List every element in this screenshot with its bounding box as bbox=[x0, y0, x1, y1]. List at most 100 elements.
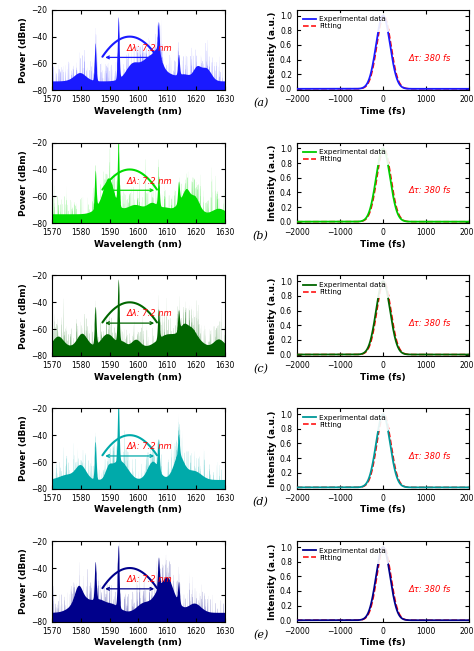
Experimental data bbox=[374, 306, 379, 314]
Fitting bbox=[430, 85, 436, 92]
Experimental data bbox=[303, 616, 309, 624]
Text: (e): (e) bbox=[253, 630, 268, 640]
Fitting bbox=[378, 551, 383, 559]
Legend: Experimental data, Fitting: Experimental data, Fitting bbox=[301, 279, 389, 298]
Fitting bbox=[381, 12, 387, 20]
Experimental data bbox=[303, 218, 309, 226]
Y-axis label: Power (dBm): Power (dBm) bbox=[19, 416, 28, 482]
Experimental data bbox=[430, 85, 436, 92]
Line: Experimental data: Experimental data bbox=[297, 16, 469, 89]
Text: (b): (b) bbox=[253, 231, 269, 242]
Fitting bbox=[466, 616, 472, 624]
Text: Δλ: 7.2 nm: Δλ: 7.2 nm bbox=[127, 575, 173, 584]
Fitting bbox=[461, 85, 467, 92]
Experimental data bbox=[430, 218, 436, 226]
Fitting bbox=[303, 218, 309, 226]
Fitting bbox=[374, 179, 379, 187]
Experimental data bbox=[294, 351, 300, 359]
Fitting bbox=[374, 577, 379, 585]
Text: Δτ: 380 fs: Δτ: 380 fs bbox=[409, 186, 451, 195]
Text: Δτ: 380 fs: Δτ: 380 fs bbox=[409, 53, 451, 62]
Experimental data bbox=[303, 85, 309, 92]
Fitting bbox=[303, 351, 309, 359]
Experimental data bbox=[378, 282, 383, 290]
Text: Δλ: 7.2 nm: Δλ: 7.2 nm bbox=[127, 176, 173, 186]
Fitting bbox=[462, 484, 467, 492]
Fitting bbox=[381, 145, 387, 152]
X-axis label: Wavelength (nm): Wavelength (nm) bbox=[94, 639, 182, 647]
Line: Fitting: Fitting bbox=[297, 414, 469, 488]
Fitting bbox=[462, 85, 467, 92]
X-axis label: Wavelength (nm): Wavelength (nm) bbox=[94, 505, 182, 514]
Fitting bbox=[462, 218, 467, 226]
Fitting bbox=[378, 20, 383, 27]
Text: Δτ: 380 fs: Δτ: 380 fs bbox=[409, 319, 451, 328]
Fitting bbox=[466, 218, 472, 226]
Line: Experimental data: Experimental data bbox=[297, 148, 469, 222]
Experimental data bbox=[380, 410, 386, 418]
Fitting bbox=[378, 152, 383, 160]
Line: Fitting: Fitting bbox=[297, 547, 469, 620]
Text: (a): (a) bbox=[253, 98, 268, 109]
Legend: Experimental data, Fitting: Experimental data, Fitting bbox=[301, 545, 389, 564]
Experimental data bbox=[378, 547, 383, 555]
Y-axis label: Intensity (a.u.): Intensity (a.u.) bbox=[268, 277, 277, 354]
Fitting bbox=[374, 312, 379, 320]
Y-axis label: Intensity (a.u.): Intensity (a.u.) bbox=[268, 410, 277, 487]
Legend: Experimental data, Fitting: Experimental data, Fitting bbox=[301, 146, 389, 165]
X-axis label: Wavelength (nm): Wavelength (nm) bbox=[94, 372, 182, 381]
Experimental data bbox=[294, 616, 300, 624]
Fitting bbox=[461, 351, 467, 359]
Fitting bbox=[466, 484, 472, 492]
Fitting bbox=[461, 218, 467, 226]
Experimental data bbox=[461, 484, 467, 492]
Line: Experimental data: Experimental data bbox=[297, 414, 469, 488]
X-axis label: Time (fs): Time (fs) bbox=[360, 372, 406, 381]
Text: Δλ: 7.2 nm: Δλ: 7.2 nm bbox=[127, 442, 173, 451]
Fitting bbox=[374, 445, 379, 452]
Fitting bbox=[430, 218, 436, 226]
Experimental data bbox=[374, 40, 379, 48]
Experimental data bbox=[374, 572, 379, 579]
Fitting bbox=[294, 351, 300, 359]
Y-axis label: Power (dBm): Power (dBm) bbox=[19, 549, 28, 615]
Text: (d): (d) bbox=[253, 497, 269, 507]
X-axis label: Time (fs): Time (fs) bbox=[360, 240, 406, 249]
Experimental data bbox=[380, 145, 386, 152]
Experimental data bbox=[294, 484, 300, 492]
Fitting bbox=[381, 543, 387, 551]
Experimental data bbox=[462, 218, 467, 226]
Fitting bbox=[294, 616, 300, 624]
Experimental data bbox=[374, 173, 379, 181]
Line: Fitting: Fitting bbox=[297, 148, 469, 222]
Fitting bbox=[303, 85, 309, 92]
Fitting bbox=[430, 484, 436, 492]
Experimental data bbox=[466, 351, 472, 359]
Line: Fitting: Fitting bbox=[297, 281, 469, 355]
Text: Δλ: 7.2 nm: Δλ: 7.2 nm bbox=[127, 44, 173, 53]
Y-axis label: Power (dBm): Power (dBm) bbox=[19, 17, 28, 83]
Experimental data bbox=[430, 484, 436, 492]
X-axis label: Time (fs): Time (fs) bbox=[360, 107, 406, 116]
Fitting bbox=[466, 85, 472, 92]
Fitting bbox=[430, 351, 436, 359]
Y-axis label: Power (dBm): Power (dBm) bbox=[19, 283, 28, 348]
Experimental data bbox=[380, 277, 386, 285]
Experimental data bbox=[466, 218, 472, 226]
Fitting bbox=[303, 616, 309, 624]
Experimental data bbox=[294, 85, 300, 92]
Experimental data bbox=[466, 616, 472, 624]
X-axis label: Wavelength (nm): Wavelength (nm) bbox=[94, 107, 182, 116]
Text: Δτ: 380 fs: Δτ: 380 fs bbox=[409, 585, 451, 594]
Fitting bbox=[462, 616, 467, 624]
Fitting bbox=[294, 484, 300, 492]
Experimental data bbox=[374, 439, 379, 447]
Fitting bbox=[466, 351, 472, 359]
Experimental data bbox=[303, 484, 309, 492]
Fitting bbox=[461, 484, 467, 492]
Line: Experimental data: Experimental data bbox=[297, 281, 469, 355]
Experimental data bbox=[466, 484, 472, 492]
Fitting bbox=[381, 410, 387, 418]
Text: (c): (c) bbox=[253, 364, 268, 374]
Experimental data bbox=[378, 415, 383, 422]
